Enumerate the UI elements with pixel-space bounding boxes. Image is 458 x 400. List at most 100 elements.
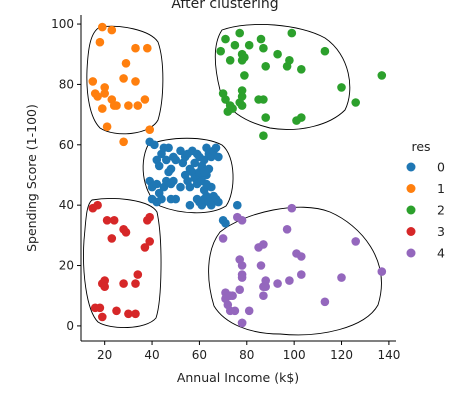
data-point — [202, 180, 211, 189]
data-point — [112, 101, 121, 110]
legend-label-0: 0 — [437, 160, 445, 175]
y-tick-label: 0 — [66, 319, 74, 333]
data-point — [238, 319, 247, 328]
data-point — [110, 216, 119, 225]
data-point — [297, 252, 306, 261]
data-point — [100, 282, 109, 291]
data-point — [297, 65, 306, 74]
data-point — [167, 195, 176, 204]
data-point — [98, 23, 107, 32]
chart-title: After clustering — [171, 0, 278, 12]
y-axis-label: Spending Score (1-100) — [24, 104, 39, 252]
x-tick-label: 60 — [192, 348, 207, 362]
data-point — [143, 44, 152, 53]
data-point — [351, 237, 360, 246]
data-point — [337, 83, 346, 92]
data-point — [259, 44, 268, 53]
data-point — [119, 138, 128, 147]
data-point — [259, 95, 268, 104]
legend-marker-4 — [407, 249, 416, 258]
cluster-outlines — [84, 24, 382, 334]
data-point — [119, 74, 128, 83]
y-tick-label: 100 — [51, 17, 74, 31]
data-point — [93, 201, 102, 210]
data-point — [240, 53, 249, 62]
data-point — [216, 47, 225, 56]
data-point — [164, 168, 173, 177]
data-point — [259, 131, 268, 140]
data-point — [145, 213, 154, 222]
data-point — [261, 113, 270, 122]
data-point — [119, 279, 128, 288]
data-point — [261, 276, 270, 285]
data-point — [212, 144, 221, 153]
y-tick-label: 60 — [59, 138, 74, 152]
data-point — [257, 261, 266, 270]
data-point — [261, 62, 270, 71]
data-point — [285, 276, 294, 285]
data-point — [231, 41, 240, 50]
legend: res 0 1 2 3 4 — [407, 139, 446, 261]
data-point — [186, 201, 195, 210]
x-tick-label: 20 — [97, 348, 112, 362]
legend-label-1: 1 — [437, 181, 445, 196]
data-point — [240, 71, 249, 80]
data-point — [231, 307, 240, 316]
cluster-outline-2 — [215, 24, 349, 129]
data-point — [122, 59, 131, 68]
data-point — [285, 56, 294, 65]
data-point — [226, 56, 235, 65]
series-2 — [216, 29, 386, 140]
data-point — [351, 98, 360, 107]
data-point — [228, 291, 237, 300]
x-tick-label: 140 — [377, 348, 400, 362]
legend-marker-1 — [407, 184, 416, 193]
points-layer — [89, 23, 387, 327]
data-point — [273, 50, 282, 59]
legend-marker-3 — [407, 227, 416, 236]
data-point — [169, 177, 178, 186]
data-point — [145, 237, 154, 246]
legend-marker-0 — [407, 163, 416, 172]
data-point — [238, 273, 247, 282]
data-point — [98, 104, 107, 113]
legend-label-3: 3 — [437, 224, 445, 239]
data-point — [273, 279, 282, 288]
data-point — [214, 153, 223, 162]
data-point — [378, 267, 387, 276]
data-point — [235, 285, 244, 294]
data-point — [378, 71, 387, 80]
data-point — [221, 35, 230, 44]
x-tick-label: 100 — [283, 348, 306, 362]
data-point — [131, 310, 140, 319]
data-point — [145, 125, 154, 134]
legend-label-2: 2 — [437, 203, 445, 218]
y-tick-label: 40 — [59, 198, 74, 212]
data-point — [257, 35, 266, 44]
y-tick-label: 20 — [59, 259, 74, 273]
data-point — [103, 122, 112, 131]
data-point — [228, 104, 237, 113]
data-point — [164, 144, 173, 153]
data-point — [153, 198, 162, 207]
data-point — [131, 77, 140, 86]
data-point — [122, 228, 131, 237]
data-point — [96, 38, 105, 47]
data-point — [238, 86, 247, 95]
data-point — [245, 41, 254, 50]
cluster-outline-4 — [209, 207, 382, 335]
data-point — [221, 219, 230, 228]
data-point — [259, 240, 268, 249]
data-point — [150, 141, 159, 150]
x-ticks: 20 40 60 80 100 120 140 — [97, 341, 400, 362]
data-point — [337, 273, 346, 282]
series-3 — [89, 201, 155, 321]
series-4 — [219, 204, 386, 327]
data-point — [245, 307, 254, 316]
data-point — [297, 113, 306, 122]
data-point — [288, 204, 297, 213]
x-tick-label: 80 — [239, 348, 254, 362]
x-tick-label: 120 — [330, 348, 353, 362]
data-point — [297, 270, 306, 279]
